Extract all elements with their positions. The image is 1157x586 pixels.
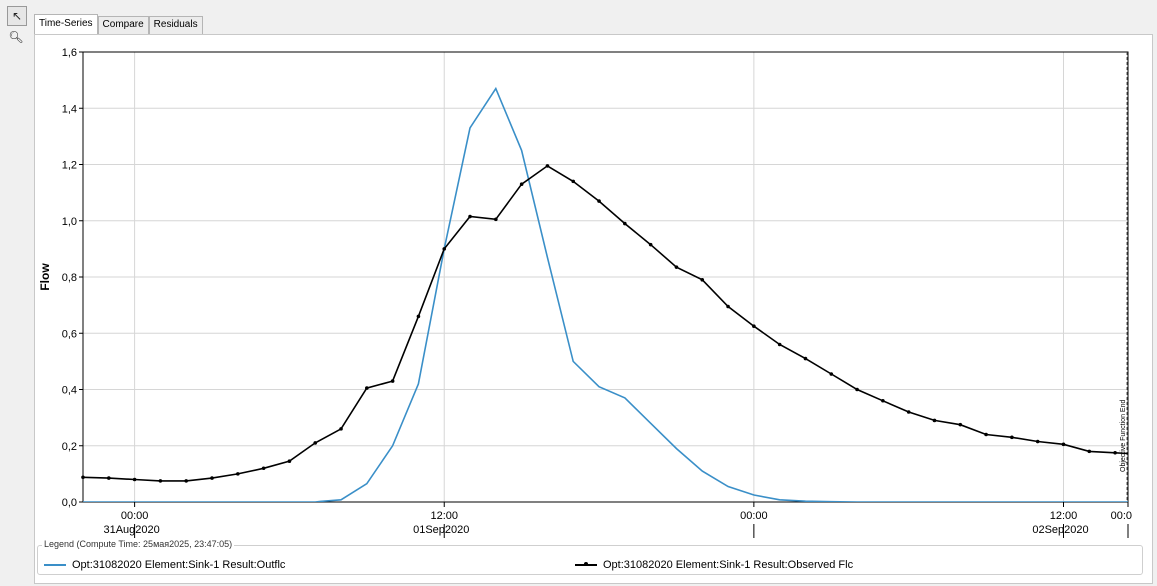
tab-residuals[interactable]: Residuals [148,16,203,34]
y-tick-label: 0,2 [62,441,77,453]
x-tick-time-label: 12:00 [1050,510,1078,522]
left-toolbar: ↖ 🔍︎ [0,0,30,586]
observed-data-point [752,324,756,329]
legend-label-observed: Opt:31082020 Element:Sink-1 Result:Obser… [603,559,854,571]
objective-function-end-label: Objective Function End [1120,400,1127,472]
legend-label-outflow: Opt:31082020 Element:Sink-1 Result:Outfl… [72,559,286,571]
y-tick-label: 0,4 [62,385,77,397]
observed-data-point [881,398,885,403]
observed-data-point [365,386,369,390]
x-tick-date-label: 02Sep2020 [1032,524,1088,536]
y-tick-label: 0,6 [62,328,77,340]
y-tick-label: 1,0 [62,216,77,228]
x-tick-date-label: 31Aug2020 [103,524,159,536]
observed-data-point [958,422,963,427]
observed-data-point [416,314,421,319]
observed-data-point [597,199,601,203]
observed-data-point [984,432,988,437]
observed-data-point [261,466,266,471]
legend: Legend (Compute Time: 25мая2025, 23:47:0… [37,539,1143,575]
series-line-observed [83,164,1128,482]
observed-data-point [829,372,834,376]
observed-data-point [803,356,808,361]
observed-data-point [519,182,524,186]
observed-data-point [1035,439,1040,444]
observed-data-point [158,479,163,483]
observed-data-point [777,342,782,347]
x-tick-date-label: 01Sep2020 [413,524,469,536]
plot-frame [82,51,1129,503]
observed-data-point [339,427,343,431]
observed-data-point [855,387,859,392]
observed-data-point [313,441,318,445]
y-axis-label: Flow [38,263,52,291]
observed-data-point [390,379,395,383]
y-tick-label: 1,2 [62,160,77,172]
observed-data-point [1061,442,1066,447]
series-line-outflow [83,86,1128,502]
observed-data-point [648,242,653,247]
observed-data-point [442,247,447,251]
y-tick-label: 0,8 [62,272,77,284]
observed-data-point [932,418,937,423]
observed-data-point [1010,435,1014,440]
x-tick-time-label: 00:0 [1111,510,1132,522]
legend-item-observed: Opt:31082020 Element:Sink-1 Result:Obser… [575,559,853,571]
tab-time-series[interactable]: Time-Series [34,14,98,34]
x-tick-time-label: 00:00 [121,510,149,522]
observed-data-point [1087,449,1092,454]
observed-data-point [700,278,705,282]
x-tick-time-label: 12:00 [430,510,458,522]
y-tick-label: 1,6 [62,47,77,59]
observed-data-point [287,459,292,464]
observed-data-point [184,479,189,483]
observed-data-point [210,476,214,480]
observed-data-point [81,475,85,480]
observed-data-point [906,410,911,414]
observed-data-point [236,472,240,476]
zoom-tool-icon[interactable]: 🔍︎ [8,30,24,44]
observed-data-point [1113,450,1117,455]
tab-compare[interactable]: Compare [97,16,149,34]
observed-data-point [468,214,472,219]
observed-data-point [494,217,498,222]
observed-data-point [545,164,550,168]
chart-area: 0,0 0,2 0,4 0,6 0,8 1,0 1,2 1,4 1,6 00:00 31Aug202… [34,34,1153,584]
y-tick-label: 1,4 [62,103,77,115]
observed-data-point [726,304,730,309]
pointer-tool-icon[interactable]: ↖ [7,6,27,26]
observed-data-point [107,476,111,480]
legend-swatch-outflow [44,564,66,566]
observed-data-point [674,265,679,269]
y-tick-label: 0,0 [62,497,77,509]
legend-swatch-observed [575,562,597,566]
tab-strip: Time-Series Compare Residuals [34,14,203,34]
plot-panel: Time-Series Compare Residuals 0,0 0,2 0,4 0… [34,10,1153,584]
legend-item-outflow: Opt:31082020 Element:Sink-1 Result:Outfl… [44,559,285,571]
time-series-chart[interactable]: 0,0 0,2 0,4 0,6 0,8 1,0 1,2 1,4 1,6 00:00 31Aug202… [35,35,1152,545]
observed-data-point [132,477,137,482]
observed-data-point [571,179,576,184]
x-tick-time-label: 00:00 [740,510,768,522]
observed-data-point [623,221,627,226]
legend-title: Legend (Compute Time: 25мая2025, 23:47:0… [42,539,235,549]
